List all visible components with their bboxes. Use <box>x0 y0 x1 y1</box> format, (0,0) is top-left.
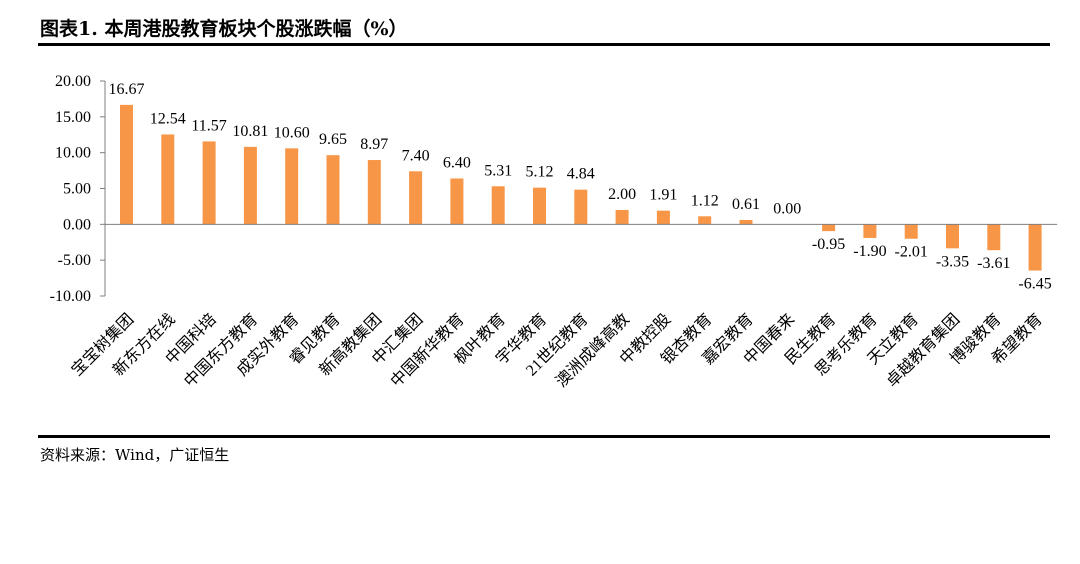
bar <box>326 155 340 225</box>
bar <box>409 171 423 225</box>
data-label: -3.61 <box>977 255 1010 272</box>
data-label: 10.81 <box>232 123 268 140</box>
data-label: 10.60 <box>274 124 310 141</box>
data-label: 5.12 <box>526 164 554 181</box>
bar <box>367 160 381 225</box>
title-rule <box>38 43 1050 46</box>
bar <box>904 224 918 239</box>
data-label: 8.97 <box>360 136 388 153</box>
source-note: 资料来源：Wind，广证恒生 <box>40 446 230 464</box>
data-label: 7.40 <box>402 147 430 164</box>
page-title: 图表1. 本周港股教育板块个股涨跌幅（%） <box>40 18 408 40</box>
bar <box>987 224 1001 251</box>
bar <box>243 146 257 225</box>
bar <box>698 216 712 225</box>
bar <box>822 224 836 232</box>
category-label: 中国东方教育 <box>181 310 262 391</box>
data-label: -1.90 <box>853 243 886 260</box>
data-label: -0.95 <box>812 236 845 253</box>
data-label: -3.35 <box>936 253 969 270</box>
y-tick-label: 10.00 <box>55 145 91 162</box>
bar <box>946 224 959 249</box>
bar <box>450 178 464 225</box>
data-labels: 16.67 12.54 11.57 10.81 10.60 9.65 8.97 7.40 6.4… <box>109 81 1052 293</box>
bar <box>202 141 216 225</box>
bar <box>656 210 670 225</box>
bar <box>739 219 753 225</box>
bar <box>533 187 546 225</box>
y-tick-label: -5.00 <box>58 252 91 269</box>
data-label: 5.31 <box>484 162 512 179</box>
category-label: 澳洲成峰高教 <box>552 310 633 391</box>
data-label: 0.61 <box>732 196 760 213</box>
data-label: 11.57 <box>191 117 226 134</box>
data-label: -2.01 <box>895 244 928 261</box>
category-label: 中国新华教育 <box>387 310 468 391</box>
y-tick-label: -10.00 <box>50 288 91 305</box>
category-labels: 宝宝树集团新东方在线中国科培中国东方教育成实外教育睿见教育新高教集团中汇集团中国… <box>68 310 1046 391</box>
data-label: 6.40 <box>443 154 471 171</box>
bar-chart: 20.00 15.00 10.00 5.00 0.00 -5.00 -10.00 16.67… <box>50 73 1058 391</box>
bar <box>615 210 629 225</box>
data-label: 16.67 <box>109 81 145 98</box>
bar <box>120 104 133 225</box>
source-rule <box>38 435 1050 438</box>
data-label: 1.91 <box>649 187 677 204</box>
bar <box>574 189 588 225</box>
bar <box>1028 224 1042 271</box>
y-axis: 20.00 15.00 10.00 5.00 0.00 -5.00 -10.00 <box>50 73 106 305</box>
y-tick-label: 20.00 <box>55 73 91 90</box>
y-tick-label: 15.00 <box>55 109 91 126</box>
data-label: 2.00 <box>608 186 636 203</box>
bar <box>491 186 505 225</box>
data-label: 12.54 <box>150 110 186 127</box>
y-tick-label: 0.00 <box>63 216 91 233</box>
bar <box>285 148 299 225</box>
bar <box>863 224 877 238</box>
bars <box>120 104 1042 271</box>
category-label: 卓越教育集团 <box>883 310 964 391</box>
data-label: 1.12 <box>691 192 719 209</box>
y-tick-label: 5.00 <box>63 181 91 198</box>
data-label: 0.00 <box>773 200 801 217</box>
data-label: 4.84 <box>567 166 595 183</box>
data-label: -6.45 <box>1018 276 1051 293</box>
data-label: 9.65 <box>319 131 347 148</box>
bar <box>161 134 175 225</box>
